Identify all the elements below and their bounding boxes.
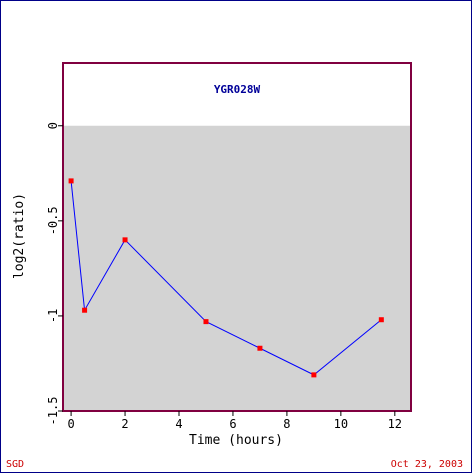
data-point-marker: [311, 372, 317, 378]
plot-border: [62, 62, 412, 412]
y-tick-label: -0.5: [46, 206, 60, 235]
y-tick-label: -1: [46, 309, 60, 323]
x-tick-label: 4: [175, 417, 182, 431]
data-point-marker: [68, 178, 74, 184]
y-tick-label: 0: [46, 122, 60, 129]
x-axis-label: Time (hours): [189, 433, 283, 448]
data-point-marker: [378, 317, 384, 323]
data-point-marker: [203, 319, 209, 325]
chart-title: YGR028W: [214, 83, 261, 96]
footer-date: Oct 23, 2003: [391, 459, 463, 470]
footer-source: SGD: [6, 459, 24, 470]
negative-region-shading: [63, 125, 411, 412]
x-tick-label: 0: [67, 417, 74, 431]
x-tick-label: 2: [121, 417, 128, 431]
data-point-marker: [122, 237, 128, 243]
axes: 0 2 4 6 8 10 12 0 -0.5 -1 -1.5: [46, 122, 402, 431]
x-tick-label: 12: [388, 417, 402, 431]
data-point-marker: [82, 307, 88, 313]
y-tick-label: -1.5: [46, 397, 60, 426]
x-tick-label: 10: [334, 417, 348, 431]
y-axis-label: log2(ratio): [12, 193, 27, 279]
x-tick-label: 8: [283, 417, 290, 431]
x-tick-label: 6: [229, 417, 236, 431]
data-series: [68, 178, 384, 378]
data-point-marker: [257, 345, 263, 351]
plot-area: [62, 62, 412, 412]
